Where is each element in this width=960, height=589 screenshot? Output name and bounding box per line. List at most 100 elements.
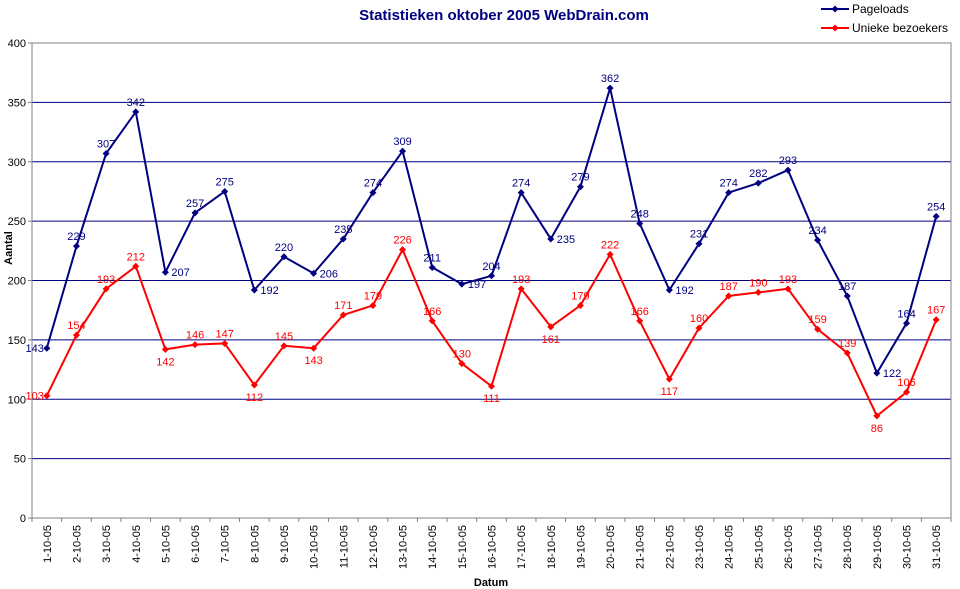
data-label: 211: [423, 252, 441, 264]
data-label: 235: [334, 224, 352, 236]
data-label: 147: [216, 328, 234, 340]
data-point: [784, 285, 792, 293]
data-label: 279: [571, 172, 589, 184]
data-label: 193: [779, 274, 797, 286]
legend: Pageloads Unieke bezoekers: [821, 2, 948, 35]
x-tick-label: 1-10-05: [42, 525, 54, 563]
data-label: 167: [927, 305, 945, 317]
series-line: [45, 87, 938, 375]
data-point: [339, 311, 347, 319]
data-point: [428, 263, 436, 271]
x-tick-label: 30-10-05: [902, 525, 914, 569]
x-tick-label: 25-10-05: [753, 525, 765, 569]
data-label: 192: [675, 285, 693, 297]
data-point: [458, 280, 466, 288]
data-point: [517, 285, 525, 293]
data-point: [280, 253, 288, 261]
data-label: 139: [838, 338, 856, 350]
data-label: 307: [97, 138, 115, 150]
chart-title: Statistieken oktober 2005 WebDrain.com: [359, 7, 649, 24]
data-point: [903, 319, 911, 327]
data-label: 179: [571, 290, 589, 302]
legend-marker: [831, 5, 839, 13]
data-point: [606, 84, 614, 92]
data-point: [814, 236, 822, 244]
y-tick-label: 150: [8, 335, 26, 347]
data-label: 342: [127, 97, 145, 109]
x-tick-label: 17-10-05: [516, 525, 528, 569]
data-label: 187: [719, 281, 737, 293]
data-label: 187: [838, 281, 856, 293]
data-point: [606, 250, 614, 258]
x-tick-label: 19-10-05: [575, 525, 587, 569]
data-label: 235: [557, 234, 575, 246]
x-axis-title: Datum: [474, 577, 508, 589]
data-point: [250, 381, 258, 389]
data-point: [725, 189, 733, 197]
data-label: 145: [275, 331, 293, 343]
x-tick-label: 10-10-05: [309, 525, 321, 569]
data-label: 275: [216, 176, 234, 188]
data-point: [873, 369, 881, 377]
data-point: [932, 316, 940, 324]
data-point: [932, 212, 940, 220]
data-point: [576, 183, 584, 191]
data-label: 193: [97, 274, 115, 286]
data-label: 231: [690, 229, 708, 241]
data-label: 117: [661, 386, 679, 398]
data-point: [43, 344, 51, 352]
x-tick-label: 21-10-05: [635, 525, 647, 569]
data-label: 282: [749, 168, 767, 180]
data-point: [369, 301, 377, 309]
data-label: 193: [512, 274, 530, 286]
x-tick-label: 16-10-05: [487, 525, 499, 569]
data-point: [665, 286, 673, 294]
data-point: [636, 220, 644, 227]
legend-marker: [831, 24, 839, 32]
data-label: 234: [808, 225, 826, 237]
y-tick-label: 250: [8, 216, 26, 228]
data-label: 179: [364, 290, 382, 302]
data-point: [428, 317, 436, 325]
y-tick-label: 300: [8, 157, 26, 169]
y-axis: 0 50 100 150 200 250 300 350 400: [8, 38, 32, 525]
x-tick-label: 3-10-05: [101, 525, 113, 563]
data-label: 204: [482, 261, 500, 273]
data-point: [695, 240, 703, 248]
x-axis: 1-10-05 2-10-05 3-10-05 4-10-05 5-10-05 6-10-…: [31, 518, 952, 569]
data-label: 190: [749, 277, 767, 289]
data-point: [102, 149, 110, 157]
y-tick-label: 0: [20, 513, 26, 525]
data-label: 143: [304, 355, 322, 367]
data-point: [843, 292, 851, 300]
data-label: 197: [468, 279, 486, 291]
data-label: 112: [246, 392, 264, 404]
data-point: [72, 242, 80, 250]
data-point: [903, 388, 911, 396]
data-label: 161: [542, 334, 560, 346]
data-point: [754, 288, 762, 296]
data-point: [339, 235, 347, 243]
x-tick-label: 2-10-05: [71, 525, 83, 563]
x-tick-label: 31-10-05: [931, 525, 943, 569]
x-tick-label: 29-10-05: [872, 525, 884, 569]
y-tick-label: 350: [8, 97, 26, 109]
x-tick-label: 14-10-05: [427, 525, 439, 569]
x-tick-label: 4-10-05: [131, 525, 143, 563]
data-label: 293: [779, 155, 797, 167]
data-point: [191, 341, 199, 349]
y-tick-label: 50: [14, 454, 26, 466]
data-point: [310, 269, 318, 277]
data-label: 220: [275, 242, 293, 254]
y-tick-label: 200: [8, 276, 26, 288]
data-label: 192: [260, 285, 278, 297]
data-label: 86: [871, 423, 883, 435]
data-label: 309: [393, 136, 411, 148]
y-tick-label: 100: [8, 394, 26, 406]
data-point: [665, 375, 673, 383]
legend-label: Unieke bezoekers: [852, 21, 948, 35]
data-point: [488, 382, 495, 390]
gridlines: [32, 101, 951, 460]
data-point: [725, 292, 733, 300]
